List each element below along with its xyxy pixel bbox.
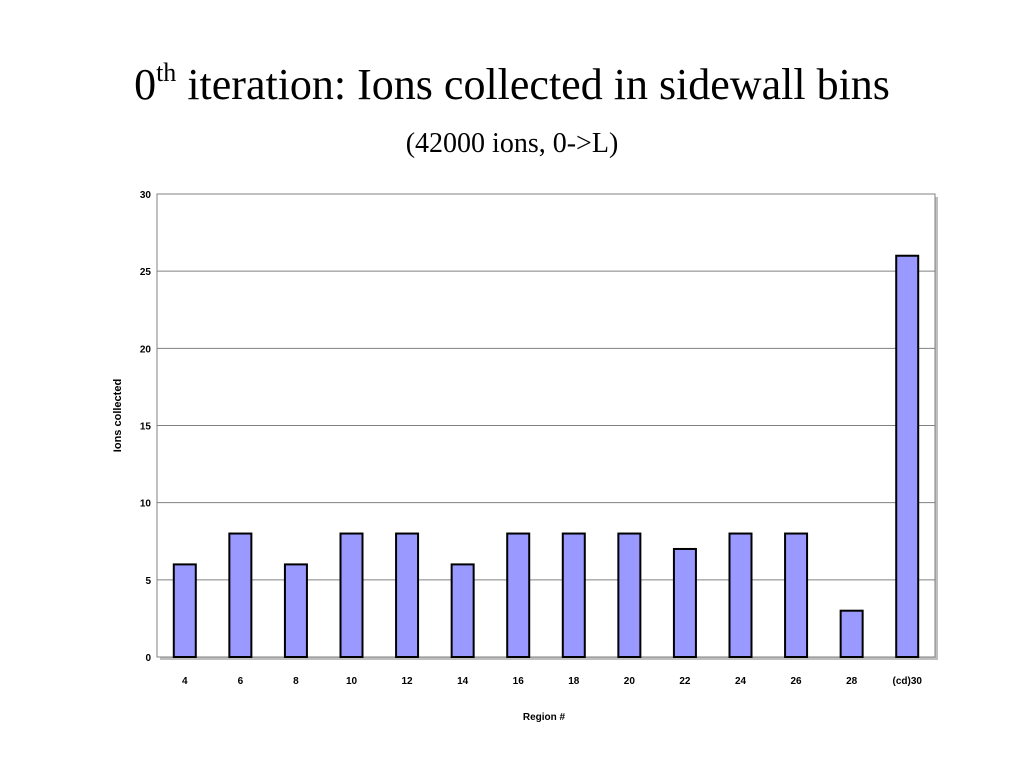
x-axis-label: Region # — [523, 712, 566, 723]
y-tick-label: 15 — [140, 422, 152, 433]
bar — [450, 563, 475, 659]
x-tick-label: 16 — [513, 676, 525, 687]
x-tick-label: 14 — [457, 676, 469, 687]
y-tick-label: 10 — [140, 499, 152, 510]
y-tick-label: 20 — [140, 344, 152, 355]
x-tick-label: 12 — [402, 676, 414, 687]
x-tick-label: 28 — [846, 676, 858, 687]
slide-subtitle: (42000 ions, 0->L) — [405, 128, 619, 159]
slide-title: 0th iteration: Ions collected in sidewal… — [0, 60, 1024, 107]
x-tick-label: 26 — [791, 676, 803, 687]
bar — [395, 532, 420, 658]
bar — [339, 532, 364, 658]
bar — [672, 547, 697, 659]
bar — [228, 532, 253, 658]
x-tick-label: 8 — [293, 676, 299, 687]
bar — [839, 609, 864, 659]
title-main: 0 — [134, 60, 157, 109]
y-tick-label: 5 — [145, 576, 151, 587]
x-tick-label: 6 — [238, 676, 244, 687]
bar — [506, 532, 531, 658]
x-tick-label: 22 — [679, 676, 691, 687]
y-tick-label: 30 — [140, 190, 152, 201]
bar — [617, 532, 642, 658]
bar — [784, 532, 809, 658]
x-tick-label: 18 — [568, 676, 580, 687]
bar — [728, 532, 753, 658]
y-axis-label: Ions collected — [112, 379, 124, 452]
bar — [172, 563, 197, 659]
bar — [561, 532, 586, 658]
x-tick-label: 20 — [624, 676, 636, 687]
bar — [283, 563, 308, 659]
x-tick-label: 4 — [182, 676, 188, 687]
y-tick-label: 0 — [145, 653, 151, 664]
x-tick-label: 10 — [346, 676, 358, 687]
x-tick-label: (cd)30 — [892, 676, 922, 687]
bar — [895, 254, 920, 658]
title-rest: iteration: Ions collected in sidewall bi… — [176, 60, 890, 109]
y-tick-label: 25 — [140, 267, 152, 278]
x-tick-label: 24 — [735, 676, 747, 687]
title-superscript: th — [156, 58, 177, 87]
